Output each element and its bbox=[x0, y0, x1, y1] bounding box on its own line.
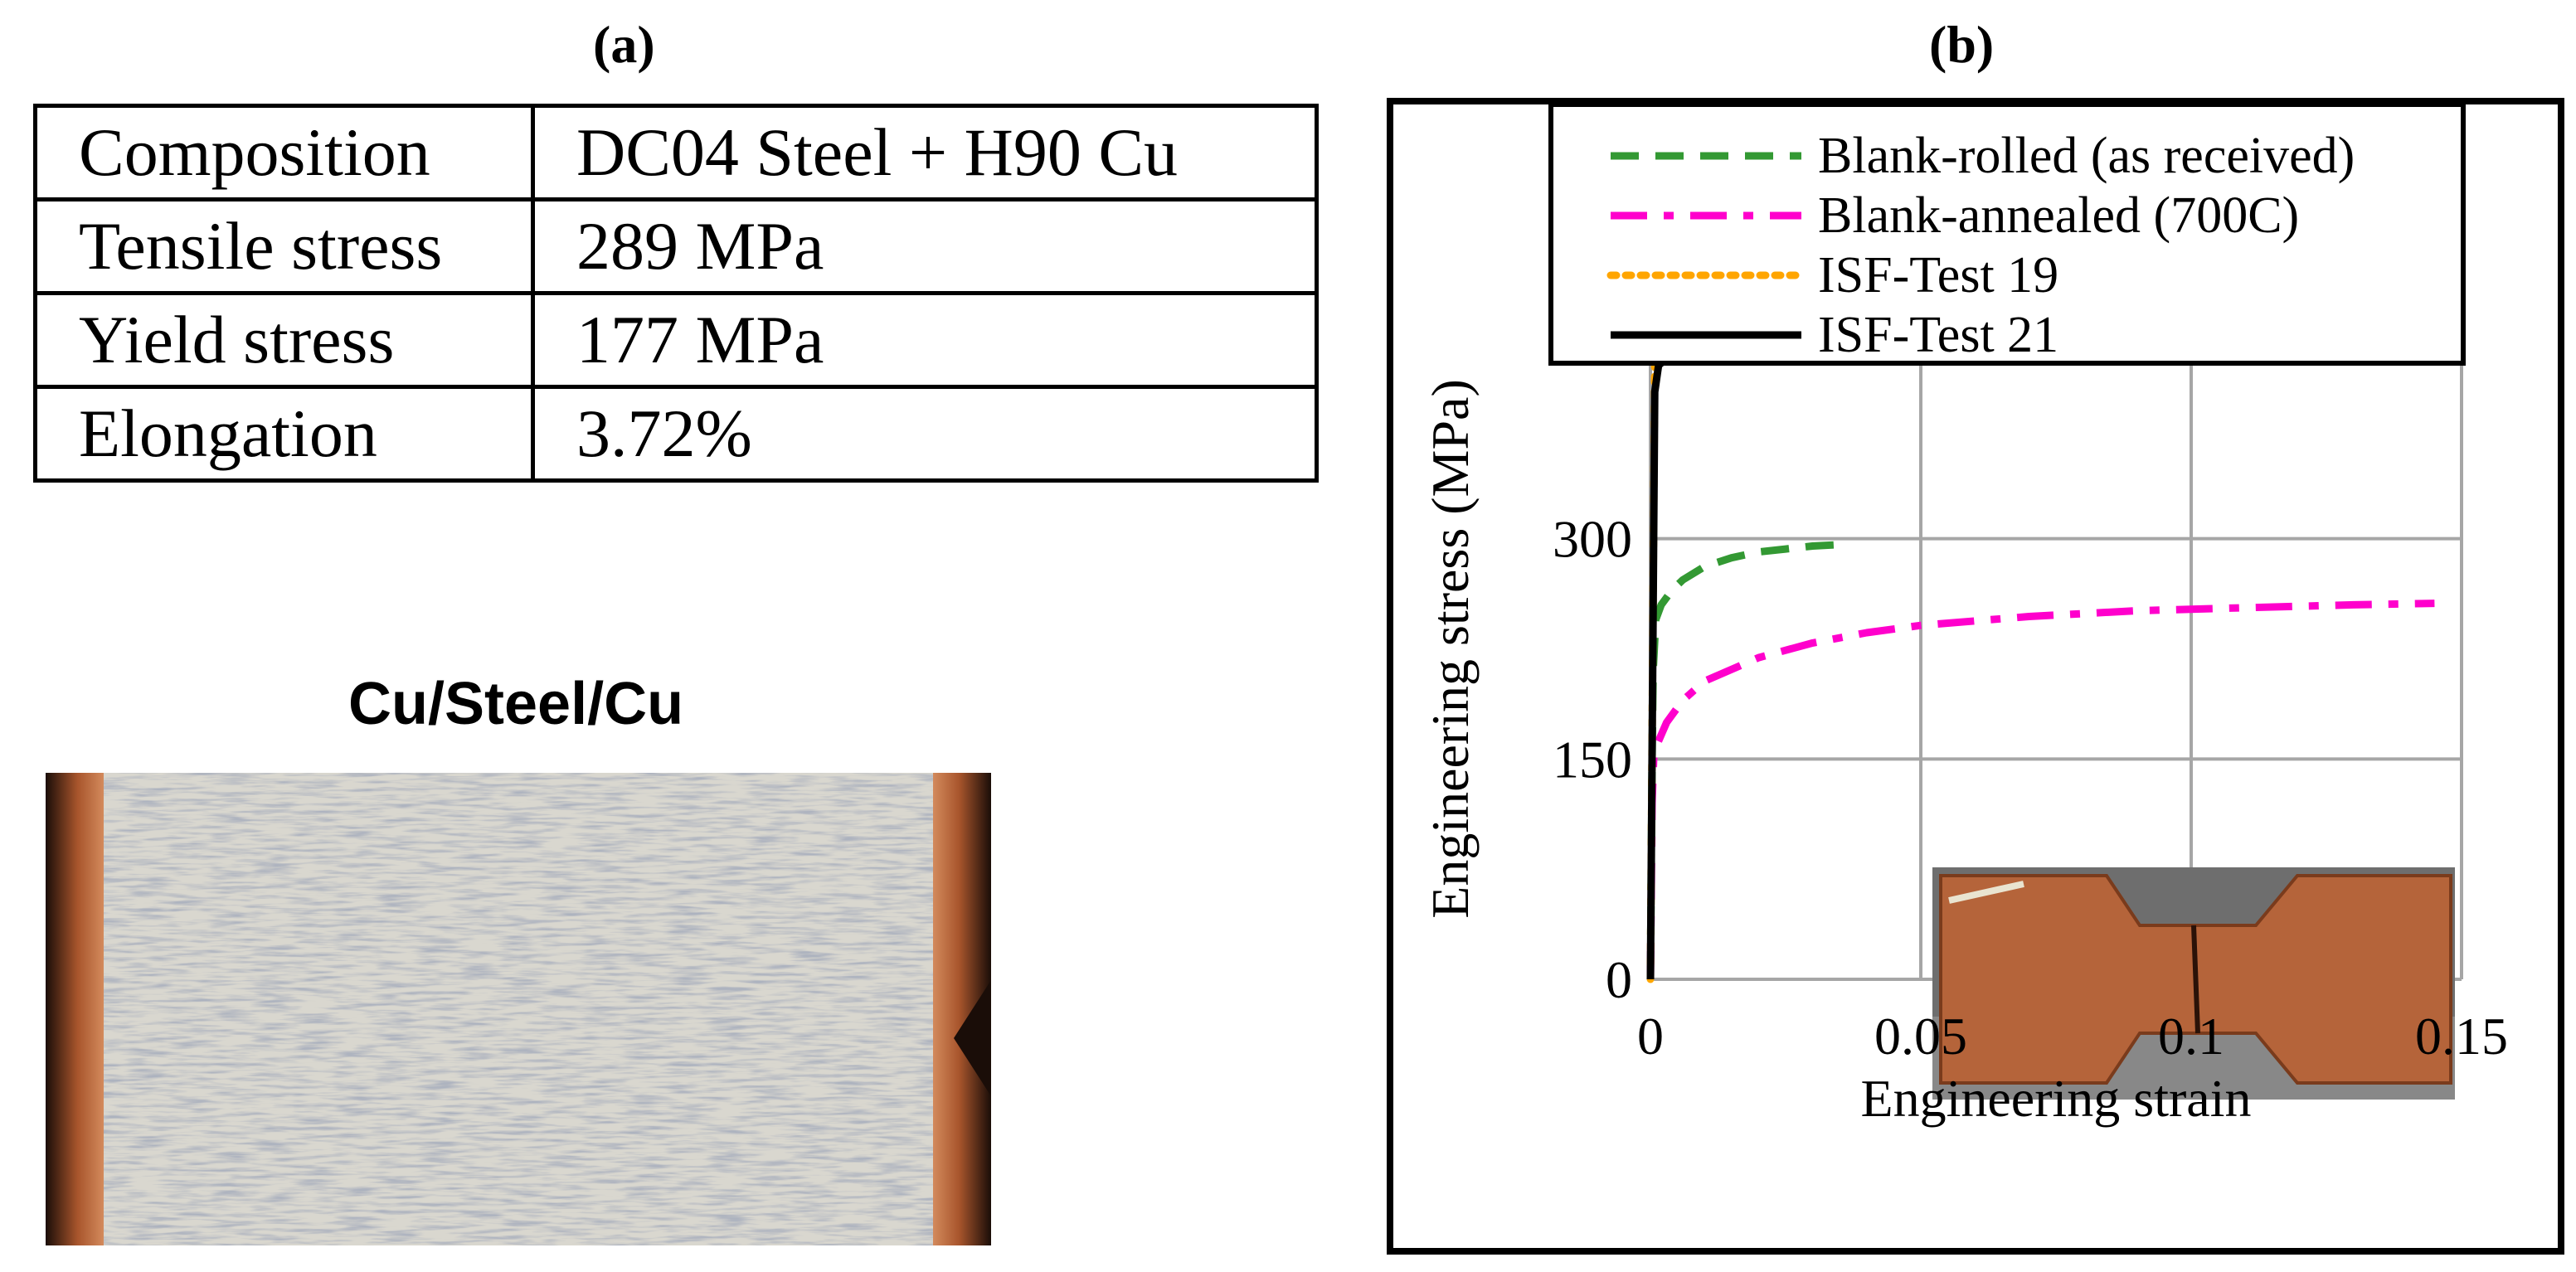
copper-layer-left bbox=[46, 773, 104, 1245]
fracture-line bbox=[2191, 925, 2200, 1034]
legend-label: Blank-rolled (as received) bbox=[1818, 128, 2355, 184]
series-line-dashed bbox=[1646, 541, 1840, 980]
legend-box bbox=[1548, 104, 2466, 366]
steel-grain-texture bbox=[46, 773, 991, 1245]
table-key: Elongation bbox=[33, 385, 535, 483]
table-value: 177 MPa bbox=[531, 291, 1319, 389]
y-axis-title: Engineering stress (MPa) bbox=[1421, 379, 1480, 919]
panel-b-label: (b) bbox=[1929, 15, 1995, 74]
specimen-photo-inset bbox=[1932, 867, 2455, 1100]
legend-label: ISF-Test 19 bbox=[1818, 247, 2058, 303]
chart-frame: 0 0.05 0.1 0.15 0 150 300 450 Engineerin… bbox=[1387, 98, 2564, 1255]
x-axis-title: Engineering strain bbox=[1861, 1069, 2252, 1128]
table-value: DC04 Steel + H90 Cu bbox=[531, 104, 1319, 201]
micrograph-image bbox=[46, 773, 991, 1245]
table-key: Composition bbox=[33, 104, 535, 201]
legend: Blank-rolled (as received) Blank-anneale… bbox=[1548, 104, 2466, 366]
legend-label: ISF-Test 21 bbox=[1818, 307, 2058, 363]
stress-strain-chart: 0 0.05 0.1 0.15 0 150 300 450 Engineerin… bbox=[1421, 104, 2508, 1128]
properties-table: Composition DC04 Steel + H90 Cu Tensile … bbox=[33, 104, 1319, 483]
table-key: Tensile stress bbox=[33, 197, 535, 295]
table-row: Yield stress 177 MPa bbox=[33, 291, 1319, 389]
panel-a-label: (a) bbox=[593, 15, 655, 74]
micrograph-title: Cu/Steel/Cu bbox=[348, 671, 684, 737]
x-tick-label: 0.15 bbox=[2415, 1007, 2508, 1066]
y-tick-label: 150 bbox=[1553, 730, 1632, 789]
table-value: 3.72% bbox=[531, 385, 1319, 483]
series-line-dotted bbox=[1646, 323, 1957, 983]
x-tick-label: 0 bbox=[1637, 1007, 1664, 1066]
x-tick-label: 0.1 bbox=[2158, 1007, 2224, 1066]
photo-highlight bbox=[1948, 881, 2024, 904]
y-tick-label: 300 bbox=[1553, 510, 1632, 569]
table-row: Tensile stress 289 MPa bbox=[33, 197, 1319, 295]
table-row: Elongation 3.72% bbox=[33, 385, 1319, 483]
x-tick-label: 0.05 bbox=[1874, 1007, 1967, 1066]
micrograph-svg bbox=[46, 773, 991, 1245]
y-tick-label: 0 bbox=[1606, 950, 1632, 1009]
table-row: Composition DC04 Steel + H90 Cu bbox=[33, 104, 1319, 201]
table-value: 289 MPa bbox=[531, 197, 1319, 295]
table-key: Yield stress bbox=[33, 291, 535, 389]
series-line-dashdot bbox=[1646, 600, 2435, 980]
notch-right bbox=[954, 980, 991, 1096]
series-line-solid bbox=[1646, 347, 1938, 980]
legend-label: Blank-annealed (700C) bbox=[1818, 187, 2299, 244]
